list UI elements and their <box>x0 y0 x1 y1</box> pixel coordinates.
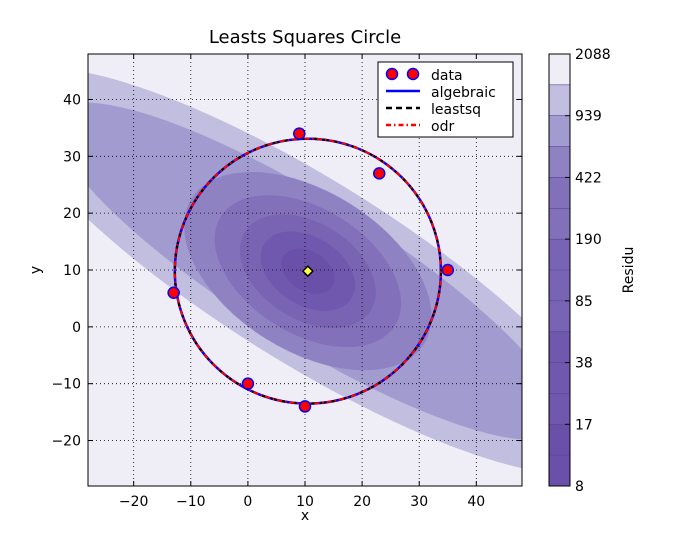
legend-marker-data-right <box>406 67 420 81</box>
data-points <box>167 127 455 413</box>
colorbar-bands <box>549 54 570 487</box>
colorbar-tick-label: 85 <box>575 294 593 310</box>
x-axis-ticks: −20 −10 0 10 20 30 40 <box>119 54 485 510</box>
colorbar-ticks: 2088 939 422 190 85 38 17 8 <box>565 47 611 495</box>
data-point <box>372 167 386 180</box>
circle-odr <box>173 137 442 405</box>
colorbar-band <box>549 177 570 209</box>
y-axis-label: y <box>28 266 44 274</box>
colorbar: 2088 939 422 190 85 38 17 8 Residu <box>548 47 637 495</box>
legend-entry-data: data <box>385 67 463 84</box>
colorbar-frame <box>548 53 571 487</box>
colorbar-band <box>549 362 570 394</box>
legend-entry-odr: odr <box>386 119 454 135</box>
legend-label-data: data <box>431 68 463 84</box>
colorbar-tick-label: 17 <box>575 417 593 433</box>
colorbar-band <box>549 270 570 302</box>
y-tick-label: −10 <box>51 377 81 393</box>
y-axis-ticks: −20 −10 0 10 20 30 40 <box>51 92 522 450</box>
colorbar-band <box>549 84 570 117</box>
center-marker <box>301 265 314 278</box>
y-tick-label: −20 <box>51 434 81 450</box>
y-tick-label: 10 <box>63 263 81 279</box>
x-tick-label: 0 <box>243 494 252 510</box>
colorbar-band <box>549 455 570 487</box>
colorbar-band <box>549 424 570 456</box>
colorbar-band <box>549 115 570 148</box>
x-tick-label: 40 <box>467 494 485 510</box>
x-tick-label: −10 <box>176 494 206 510</box>
data-point <box>293 127 306 140</box>
legend-label-algebraic: algebraic <box>431 85 496 101</box>
colorbar-tick-label: 939 <box>575 109 602 125</box>
x-tick-label: 10 <box>296 494 314 510</box>
legend-entry-leastsq: leastsq <box>386 102 481 118</box>
legend-label-odr: odr <box>431 119 454 135</box>
colorbar-tick-label: 38 <box>575 356 593 372</box>
data-point <box>298 400 312 413</box>
colorbar-band <box>549 54 570 86</box>
data-point <box>441 263 455 277</box>
data-point <box>167 286 180 299</box>
y-tick-label: 40 <box>63 92 81 108</box>
colorbar-band <box>549 146 570 178</box>
chart-title: Leasts Squares Circle <box>209 27 401 48</box>
y-tick-label: 30 <box>63 149 81 165</box>
colorbar-band <box>549 300 570 333</box>
colorbar-band <box>549 239 570 271</box>
legend-marker-data-left <box>385 67 399 81</box>
colorbar-tick-label: 422 <box>575 170 602 186</box>
colorbar-tick-label: 2088 <box>575 47 611 63</box>
colorbar-band <box>549 331 570 364</box>
x-tick-label: −20 <box>119 494 149 510</box>
colorbar-band <box>549 393 570 425</box>
data-point <box>241 377 255 390</box>
legend-entry-algebraic: algebraic <box>386 85 496 101</box>
legend: data algebraic leastsq odr <box>377 61 514 138</box>
x-tick-label: 20 <box>353 494 371 510</box>
y-tick-label: 20 <box>63 206 81 222</box>
x-tick-label: 30 <box>410 494 428 510</box>
legend-label-leastsq: leastsq <box>431 102 481 118</box>
colorbar-tick-label: 8 <box>575 479 584 495</box>
x-axis-label: x <box>301 508 309 524</box>
y-tick-label: 0 <box>72 320 81 336</box>
colorbar-label: Residu <box>621 247 637 294</box>
colorbar-band <box>549 208 570 240</box>
colorbar-tick-label: 190 <box>575 232 602 248</box>
